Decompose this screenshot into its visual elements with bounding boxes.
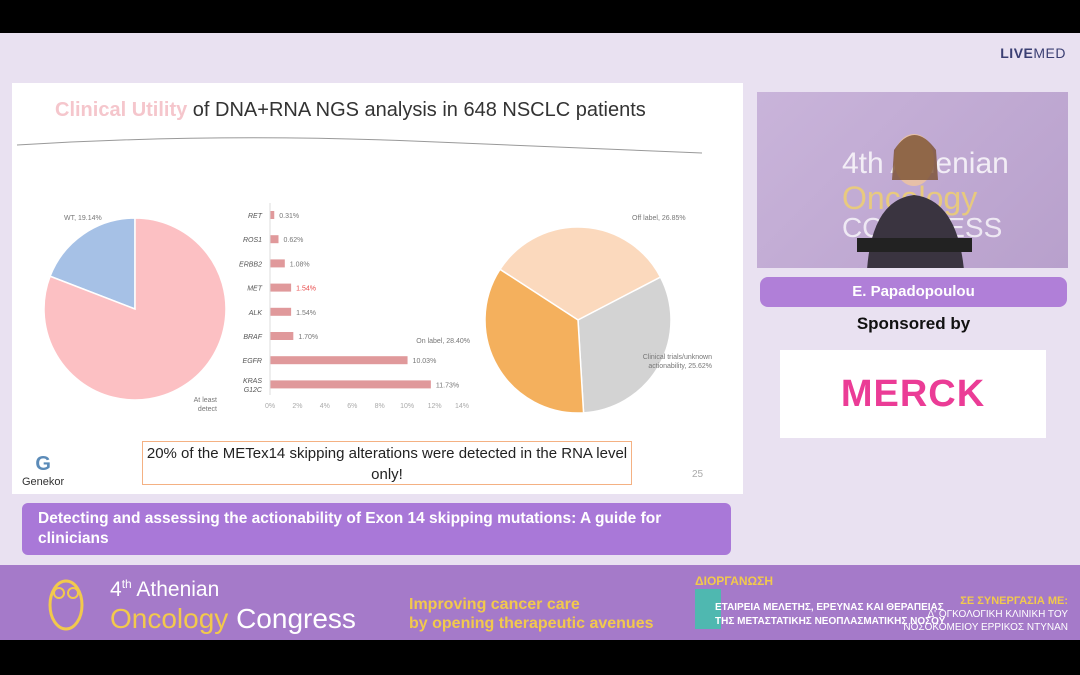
bar bbox=[270, 283, 292, 292]
speaker-name: E. Papadopoulou bbox=[760, 277, 1067, 307]
owl-logo-icon bbox=[48, 579, 84, 631]
congress-banner: 4th Athenian Oncology Congress Improving… bbox=[0, 565, 1080, 640]
x-tick-label: 6% bbox=[347, 403, 357, 410]
bar-category-label: ROS1 bbox=[243, 237, 262, 244]
stream-stage: LIVEMED Clinical Utility of DNA+RNA NGS … bbox=[0, 33, 1080, 640]
congress-name: Oncology Congress bbox=[110, 603, 356, 634]
cooperation: ΣΕ ΣΥΝΕΡΓΑΣΙΑ ΜΕ: Δ' ΟΓΚΟΛΟΓΙΚΗ ΚΛΙΝΙΚΗ Τ… bbox=[903, 595, 1068, 633]
bar bbox=[270, 307, 292, 316]
bar-value-label: 0.62% bbox=[284, 237, 304, 244]
organizer-logo-icon bbox=[695, 589, 721, 629]
bar-category-label: RET bbox=[248, 213, 263, 220]
pie-label: On label, 28.40% bbox=[416, 338, 470, 345]
bar-category-label: KRAS bbox=[243, 378, 262, 385]
congress-tagline: Improving cancer care by opening therapeu… bbox=[409, 596, 654, 632]
bar-value-label: 1.54% bbox=[296, 286, 316, 293]
x-tick-label: 10% bbox=[400, 403, 414, 410]
organizer-label: ΔΙΟΡΓΑΝΩΣΗ bbox=[695, 574, 774, 588]
bar-value-label: 1.54% bbox=[296, 310, 316, 317]
bar bbox=[270, 259, 285, 268]
bar-value-label: 0.31% bbox=[279, 213, 299, 220]
genekor-logo: G Genekor bbox=[22, 453, 65, 488]
pie-slice bbox=[43, 217, 227, 401]
bar bbox=[270, 356, 408, 365]
slide-title: Clinical Utility of DNA+RNA NGS analysis… bbox=[55, 99, 646, 121]
x-tick-label: 14% bbox=[455, 403, 469, 410]
pie-label: Off label, 26.85% bbox=[632, 215, 686, 222]
bar-category-label: MET bbox=[247, 286, 263, 293]
bar-category-label: BRAF bbox=[243, 334, 262, 341]
sponsored-by-label: Sponsored by bbox=[856, 314, 971, 333]
speaker-video[interactable]: 4th Athenian Oncology CONGRESS bbox=[757, 92, 1068, 268]
pie-slice bbox=[577, 276, 672, 414]
bar-category-label: G12C bbox=[244, 387, 263, 394]
bar bbox=[270, 332, 294, 340]
x-tick-label: 8% bbox=[375, 403, 385, 410]
bar bbox=[270, 211, 275, 219]
slide-charts: WT, 19.14% At least detect Off label, 26.85… bbox=[43, 203, 712, 414]
slide-decoration bbox=[16, 137, 703, 154]
slide-note: 20% of the METex14 skipping alterations … bbox=[142, 441, 632, 485]
bar-category-label: EGFR bbox=[243, 358, 262, 365]
bar-category-label: ERBB2 bbox=[239, 261, 262, 268]
bar-value-label: 11.73% bbox=[436, 382, 459, 389]
organizer-name: ΕΤΑΙΡΕΙΑ ΜΕΛΕΤΗΣ, ΕΡΕΥΝΑΣ ΚΑΙ ΘΕΡΑΠΕΙΑΣ Τ… bbox=[715, 602, 946, 627]
pie-slice bbox=[498, 226, 662, 321]
bar-category-label: ALK bbox=[248, 310, 263, 317]
x-tick-label: 12% bbox=[428, 403, 442, 410]
speaker-figure bbox=[857, 134, 972, 268]
x-tick-label: 0% bbox=[265, 403, 275, 410]
bar bbox=[270, 235, 279, 244]
pie-label: WT, 19.14% bbox=[64, 215, 102, 222]
merck-logo: MERCK bbox=[780, 350, 1046, 438]
presentation-slide: Clinical Utility of DNA+RNA NGS analysis… bbox=[12, 83, 743, 494]
bar bbox=[270, 380, 431, 389]
pie-label: At least detect bbox=[194, 397, 217, 413]
pie-slice bbox=[484, 268, 585, 414]
congress-number: 4th Athenian bbox=[110, 577, 220, 601]
bar-value-label: 1.70% bbox=[298, 334, 318, 341]
slide-page-number: 25 bbox=[692, 469, 704, 480]
talk-title: Detecting and assessing the actionabilit… bbox=[22, 503, 731, 555]
livemed-logo: LIVEMED bbox=[1000, 45, 1066, 61]
pie-label: Clinical trials/unknown actionability, 25… bbox=[643, 354, 712, 370]
x-tick-label: 2% bbox=[292, 403, 302, 410]
x-tick-label: 4% bbox=[320, 403, 330, 410]
bar-value-label: 10.03% bbox=[413, 358, 437, 365]
bar-value-label: 1.08% bbox=[290, 261, 310, 268]
pie-slice bbox=[49, 217, 136, 311]
